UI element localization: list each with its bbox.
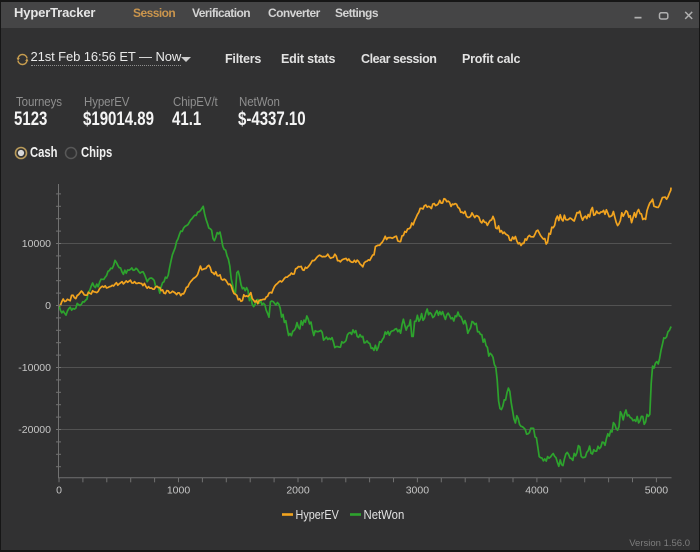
svg-text:3000: 3000	[406, 485, 430, 497]
svg-text:HyperEV: HyperEV	[296, 508, 340, 522]
svg-text:NetWon: NetWon	[364, 508, 405, 522]
svg-text:-10000: -10000	[18, 362, 51, 374]
svg-text:1000: 1000	[167, 485, 191, 497]
svg-text:5000: 5000	[645, 485, 669, 497]
svg-text:0: 0	[45, 300, 51, 312]
svg-text:4000: 4000	[525, 485, 549, 497]
svg-text:-20000: -20000	[18, 424, 51, 436]
svg-text:10000: 10000	[22, 238, 51, 250]
svg-text:2000: 2000	[286, 485, 310, 497]
svg-text:0: 0	[56, 485, 62, 497]
